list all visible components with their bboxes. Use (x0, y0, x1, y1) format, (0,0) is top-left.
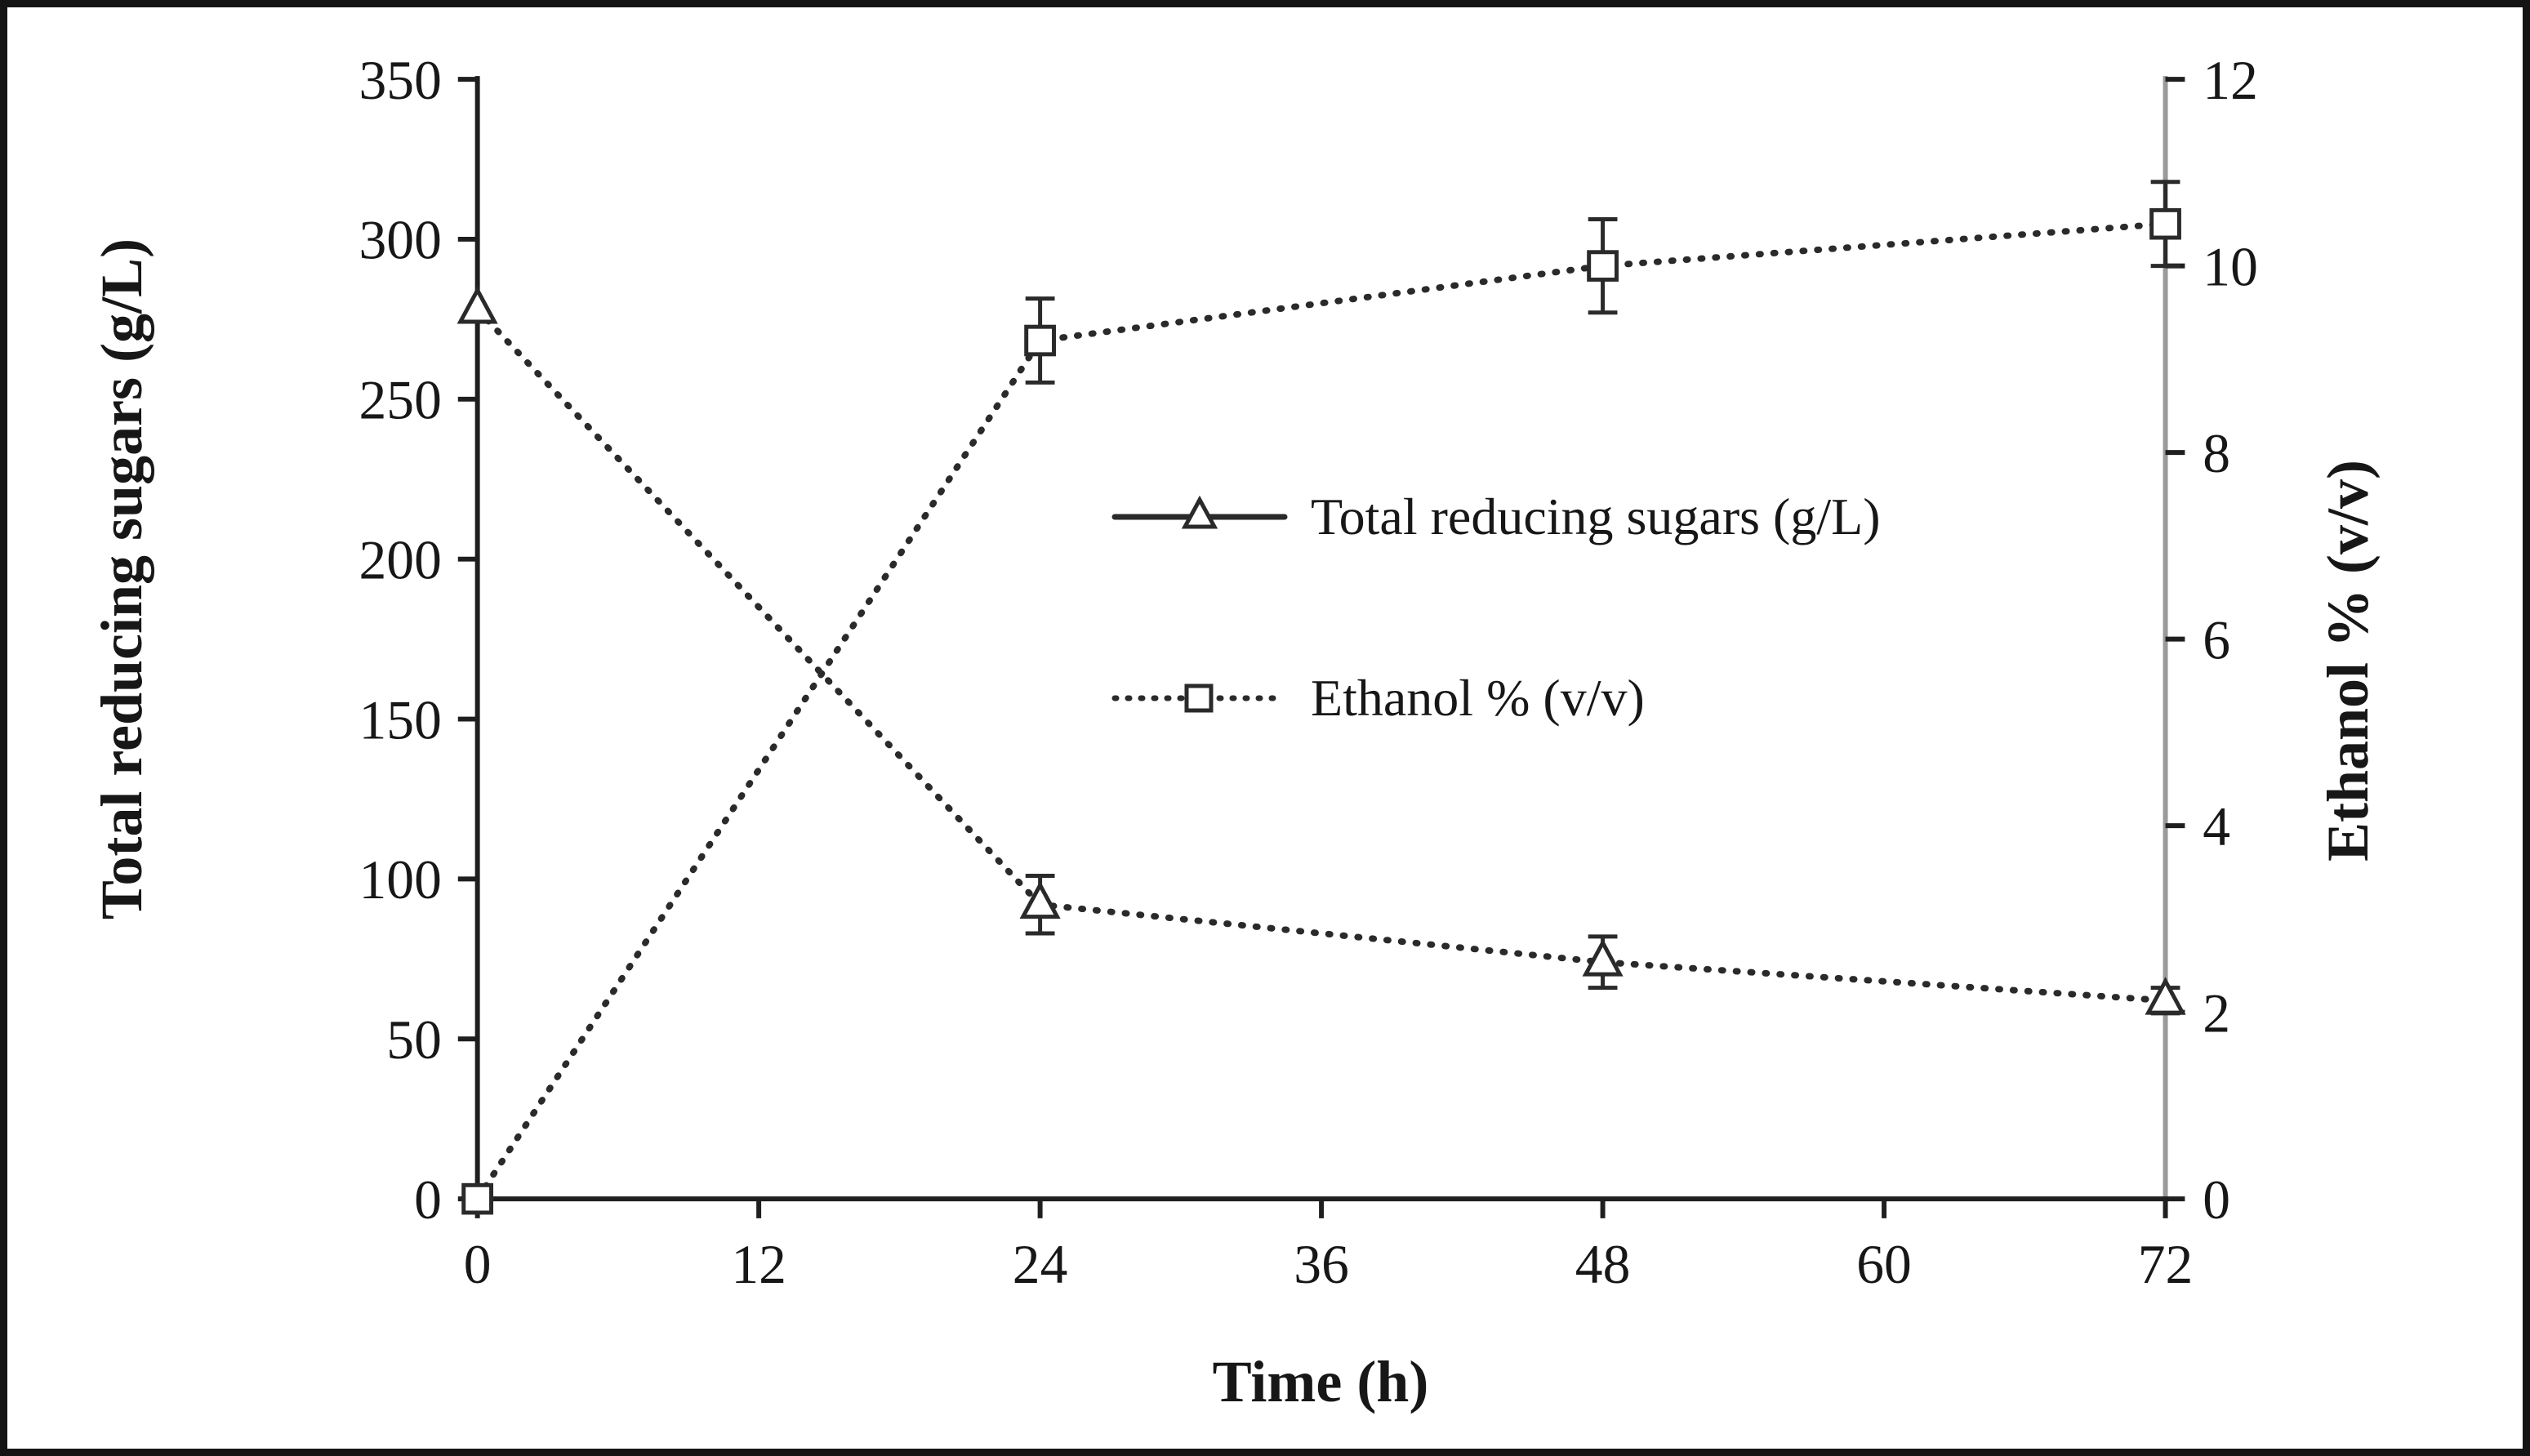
x-tick-label: 60 (1856, 1234, 1912, 1295)
x-tick-label: 12 (731, 1234, 786, 1295)
right-tick-label: 12 (2203, 50, 2258, 111)
left-tick-label: 0 (414, 1169, 442, 1231)
square-marker-dotted-line-icon (1111, 683, 1288, 713)
x-tick-label: 48 (1575, 1234, 1631, 1295)
legend: Total reducing sugars (g/L) Ethanol % (v… (1111, 481, 1881, 734)
left-tick-label: 50 (386, 1009, 442, 1071)
left-tick-label: 150 (359, 689, 442, 750)
right-y-axis-title: Ethanol % (v/v) (2315, 459, 2381, 862)
right-tick-label: 4 (2203, 796, 2230, 857)
square-marker-icon (461, 1182, 494, 1215)
right-tick-label: 10 (2203, 236, 2258, 297)
series-ethanol (461, 180, 2181, 1215)
triangle-marker-solid-line-icon (1111, 495, 1288, 529)
square-marker-icon (1587, 250, 1619, 282)
x-tick-label: 0 (464, 1234, 492, 1295)
square-marker-icon (2149, 207, 2181, 240)
legend-label-ethanol: Ethanol % (v/v) (1311, 669, 1645, 727)
legend-item-total-reducing-sugars: Total reducing sugars (g/L) (1111, 481, 1881, 553)
left-axis-ticks: 350 300 250 200 150 100 50 0 (359, 50, 478, 1231)
right-tick-label: 2 (2203, 983, 2230, 1044)
triangle-marker-icon (1582, 938, 1624, 977)
left-tick-label: 350 (359, 50, 442, 111)
right-tick-label: 6 (2203, 609, 2230, 670)
x-tick-label: 72 (2138, 1234, 2194, 1295)
left-tick-label: 250 (359, 370, 442, 431)
x-tick-label: 24 (1013, 1234, 1068, 1295)
x-tick-label: 36 (1294, 1234, 1349, 1295)
triangle-marker-icon (457, 286, 498, 324)
triangle-marker-icon (1019, 880, 1061, 919)
triangle-marker-icon (2145, 977, 2186, 1015)
legend-label-total-reducing-sugars: Total reducing sugars (g/L) (1311, 488, 1881, 545)
square-marker-icon (1024, 324, 1056, 357)
series-total-reducing-sugars (457, 286, 2186, 1016)
x-axis-ticks: 0 12 24 36 48 60 72 (464, 1199, 2194, 1295)
left-tick-label: 200 (359, 530, 442, 591)
right-axis-ticks: 12 10 8 6 4 2 0 (2165, 50, 2258, 1231)
right-tick-label: 8 (2203, 423, 2230, 484)
left-tick-label: 300 (359, 210, 442, 271)
left-y-axis-title: Total reducing sugars (g/L) (89, 238, 154, 920)
legend-item-ethanol: Ethanol % (v/v) (1111, 662, 1881, 734)
left-tick-label: 100 (359, 849, 442, 911)
right-tick-label: 0 (2203, 1169, 2230, 1231)
x-axis-title: Time (h) (1212, 1349, 1429, 1414)
